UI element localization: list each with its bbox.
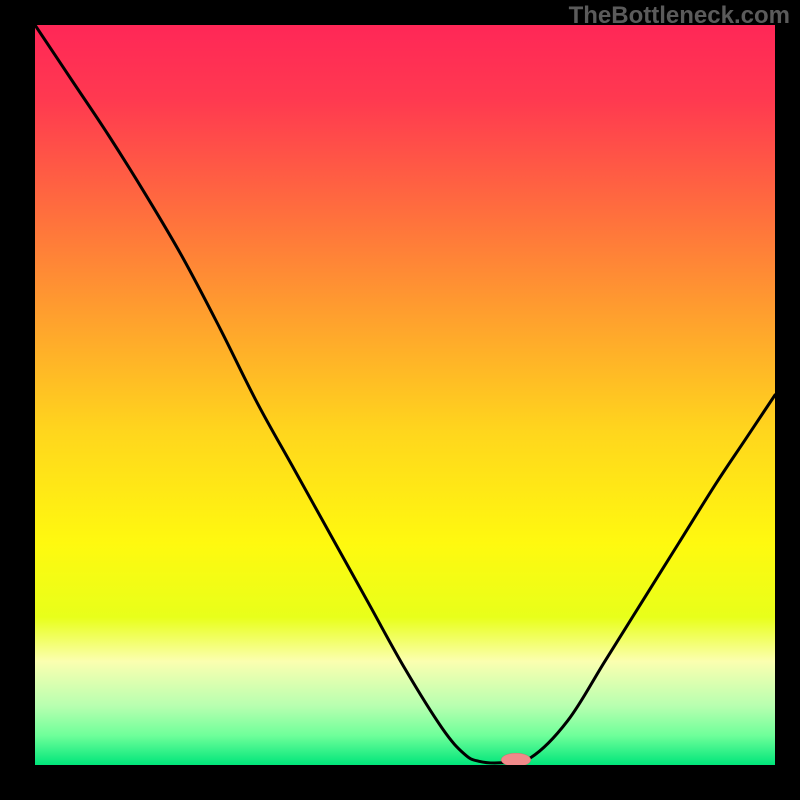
watermark-text: TheBottleneck.com — [569, 2, 790, 30]
gradient-background — [35, 25, 775, 765]
chart-frame: TheBottleneck.com — [0, 0, 800, 800]
optimal-point-marker — [501, 753, 531, 765]
plot-area — [35, 25, 775, 765]
chart-svg — [35, 25, 775, 765]
